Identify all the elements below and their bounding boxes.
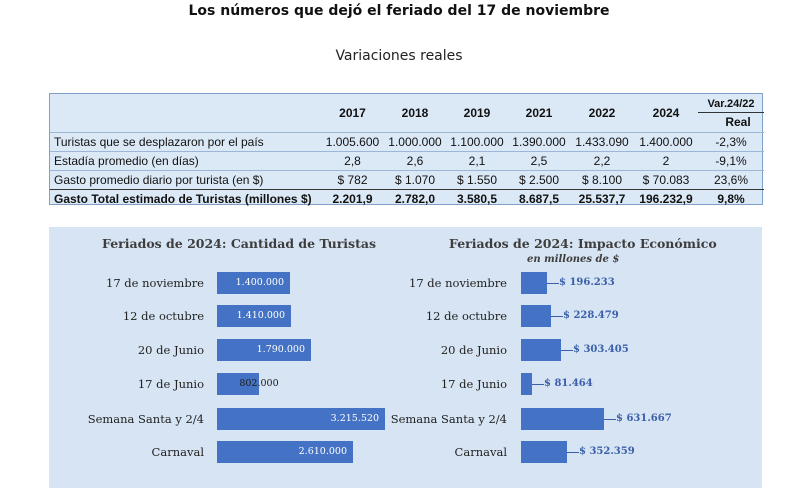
table-header-year: 2019 bbox=[463, 105, 491, 120]
page-title: Los números que dejó el feriado del 17 d… bbox=[188, 3, 610, 19]
table-header-year: 2022 bbox=[588, 105, 616, 120]
table-row: Gasto promedio diario por turista (en $)… bbox=[50, 169, 764, 189]
tourists-bar bbox=[217, 339, 311, 361]
table-cell: 2,1 bbox=[446, 150, 508, 170]
category-label: Carnaval bbox=[454, 445, 507, 459]
category-label: 17 de noviembre bbox=[409, 276, 507, 290]
tourists-value-label: 802.000 bbox=[239, 378, 279, 389]
leader-line bbox=[567, 452, 579, 453]
table-cell: $ 782 bbox=[321, 169, 384, 189]
tourists-bar bbox=[217, 441, 353, 463]
leader-line bbox=[532, 384, 544, 385]
table-cell: 8.687,5 bbox=[508, 188, 570, 208]
leader-line bbox=[561, 350, 573, 351]
tourists-chart-title: Feriados de 2024: Cantidad de Turistas bbox=[102, 236, 377, 251]
table-cell: 2,5 bbox=[508, 150, 570, 170]
table-row: Turistas que se desplazaron por el país … bbox=[50, 131, 764, 151]
data-table: 2017 2018 2019 2021 2022 2024 Var.24/22 … bbox=[49, 93, 764, 208]
table-header-year: 2017 bbox=[339, 105, 366, 120]
tourists-bar bbox=[217, 373, 259, 395]
table-cell: 3.580,5 bbox=[446, 188, 508, 208]
tourists-value-label: 1.410.000 bbox=[236, 310, 285, 321]
category-label: Semana Santa y 2/4 bbox=[87, 412, 204, 426]
category-label: 17 de Junio bbox=[440, 377, 507, 391]
table-row: Estadía promedio (en días) 2,8 2,6 2,1 2… bbox=[50, 150, 764, 170]
table-header-year: 2024 bbox=[652, 105, 680, 120]
leader-line bbox=[547, 283, 559, 284]
table-cell: $ 70.083 bbox=[634, 169, 698, 189]
table-header-year: 2018 bbox=[401, 105, 429, 120]
table-cell: 2,6 bbox=[384, 150, 446, 170]
category-label: 17 de Junio bbox=[137, 377, 204, 391]
table-header-blank bbox=[50, 94, 321, 132]
economic-value-label: $ 303.405 bbox=[573, 344, 629, 355]
tourists-bar bbox=[217, 305, 291, 327]
economic-bar bbox=[521, 373, 532, 395]
table-row-total: Gasto Total estimado de Turistas (millon… bbox=[50, 188, 764, 208]
charts-panel: Feriados de 2024: Cantidad de Turistas F… bbox=[49, 227, 762, 488]
table-header-year: 2021 bbox=[525, 105, 553, 120]
economic-chart-subtitle: en millones de $ bbox=[527, 254, 620, 265]
economic-value-label: $ 196.233 bbox=[559, 277, 615, 288]
table-header-row: 2017 2018 2019 2021 2022 2024 Var.24/22 … bbox=[50, 94, 764, 132]
table-cell-variation: 9,8% bbox=[698, 188, 764, 208]
economic-value-label: $ 631.667 bbox=[616, 413, 672, 424]
row-label: Gasto Total estimado de Turistas (millon… bbox=[50, 188, 321, 208]
category-label: 20 de Junio bbox=[440, 343, 507, 357]
leader-line bbox=[551, 316, 563, 317]
economic-bar bbox=[521, 339, 561, 361]
table-cell: $ 1.550 bbox=[446, 169, 508, 189]
economic-bar bbox=[521, 272, 547, 294]
row-label: Gasto promedio diario por turista (en $) bbox=[50, 169, 321, 189]
economic-value-label: $ 352.359 bbox=[579, 446, 635, 457]
table-cell: $ 1.070 bbox=[384, 169, 446, 189]
table-cell: 2 bbox=[634, 150, 698, 170]
table-cell-variation: 23,6% bbox=[698, 169, 764, 189]
table-cell: 1.400.000 bbox=[634, 131, 698, 151]
table-cell: 1.100.000 bbox=[446, 131, 508, 151]
table-cell-variation: -9,1% bbox=[698, 150, 764, 170]
tourists-bar bbox=[217, 272, 290, 294]
economic-bar bbox=[521, 408, 604, 430]
tourists-bar bbox=[217, 408, 385, 430]
table-cell: 2.782,0 bbox=[384, 188, 446, 208]
table-cell: 2,8 bbox=[321, 150, 384, 170]
table-cell: 1.000.000 bbox=[384, 131, 446, 151]
table-cell: 1.390.000 bbox=[508, 131, 570, 151]
category-label: Semana Santa y 2/4 bbox=[390, 412, 507, 426]
table-cell: 1.433.090 bbox=[570, 131, 634, 151]
table-cell-variation: -2,3% bbox=[698, 131, 764, 151]
row-label: Estadía promedio (en días) bbox=[50, 150, 321, 170]
table-cell: $ 2.500 bbox=[508, 169, 570, 189]
table-cell: 2,2 bbox=[570, 150, 634, 170]
category-label: 12 de octubre bbox=[122, 309, 204, 323]
leader-line bbox=[604, 419, 616, 420]
table-cell: 196.232,9 bbox=[634, 188, 698, 208]
table-cell: $ 8.100 bbox=[570, 169, 634, 189]
tourists-value-label: 1.400.000 bbox=[235, 277, 284, 288]
tourists-value-label: 2.610.000 bbox=[298, 446, 347, 457]
economic-chart-title: Feriados de 2024: Impacto Económico bbox=[449, 236, 717, 251]
table-cell: 1.005.600 bbox=[321, 131, 384, 151]
economic-value-label: $ 81.464 bbox=[544, 378, 593, 389]
table-header-variation: Var.24/22 Real bbox=[698, 94, 764, 132]
economic-value-label: $ 228.479 bbox=[563, 310, 619, 321]
tourists-value-label: 1.790.000 bbox=[256, 344, 305, 355]
category-label: 12 de octubre bbox=[425, 309, 507, 323]
economic-bar bbox=[521, 305, 551, 327]
row-label: Turistas que se desplazaron por el país bbox=[50, 131, 321, 151]
category-label: 20 de Junio bbox=[137, 343, 204, 357]
variation-header-top: Var.24/22 bbox=[698, 95, 764, 113]
economic-bar bbox=[521, 441, 567, 463]
table-cell: 25.537,7 bbox=[570, 188, 634, 208]
tourists-value-label: 3.215.520 bbox=[330, 413, 379, 424]
category-label: Carnaval bbox=[151, 445, 204, 459]
table-cell: 2.201,9 bbox=[321, 188, 384, 208]
variation-header-bottom: Real bbox=[725, 114, 751, 129]
category-label: 17 de noviembre bbox=[106, 276, 204, 290]
page-subtitle: Variaciones reales bbox=[335, 48, 463, 64]
